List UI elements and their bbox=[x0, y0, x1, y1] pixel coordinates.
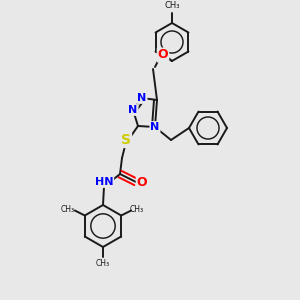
Text: N: N bbox=[137, 93, 147, 103]
Text: CH₃: CH₃ bbox=[96, 259, 110, 268]
Text: O: O bbox=[158, 49, 168, 62]
Text: CH₃: CH₃ bbox=[164, 2, 180, 10]
Text: O: O bbox=[137, 176, 147, 188]
Text: N: N bbox=[128, 105, 138, 115]
Text: N: N bbox=[150, 122, 160, 132]
Text: HN: HN bbox=[95, 177, 113, 187]
Text: S: S bbox=[121, 133, 131, 147]
Text: CH₃: CH₃ bbox=[130, 205, 144, 214]
Text: CH₃: CH₃ bbox=[61, 205, 75, 214]
